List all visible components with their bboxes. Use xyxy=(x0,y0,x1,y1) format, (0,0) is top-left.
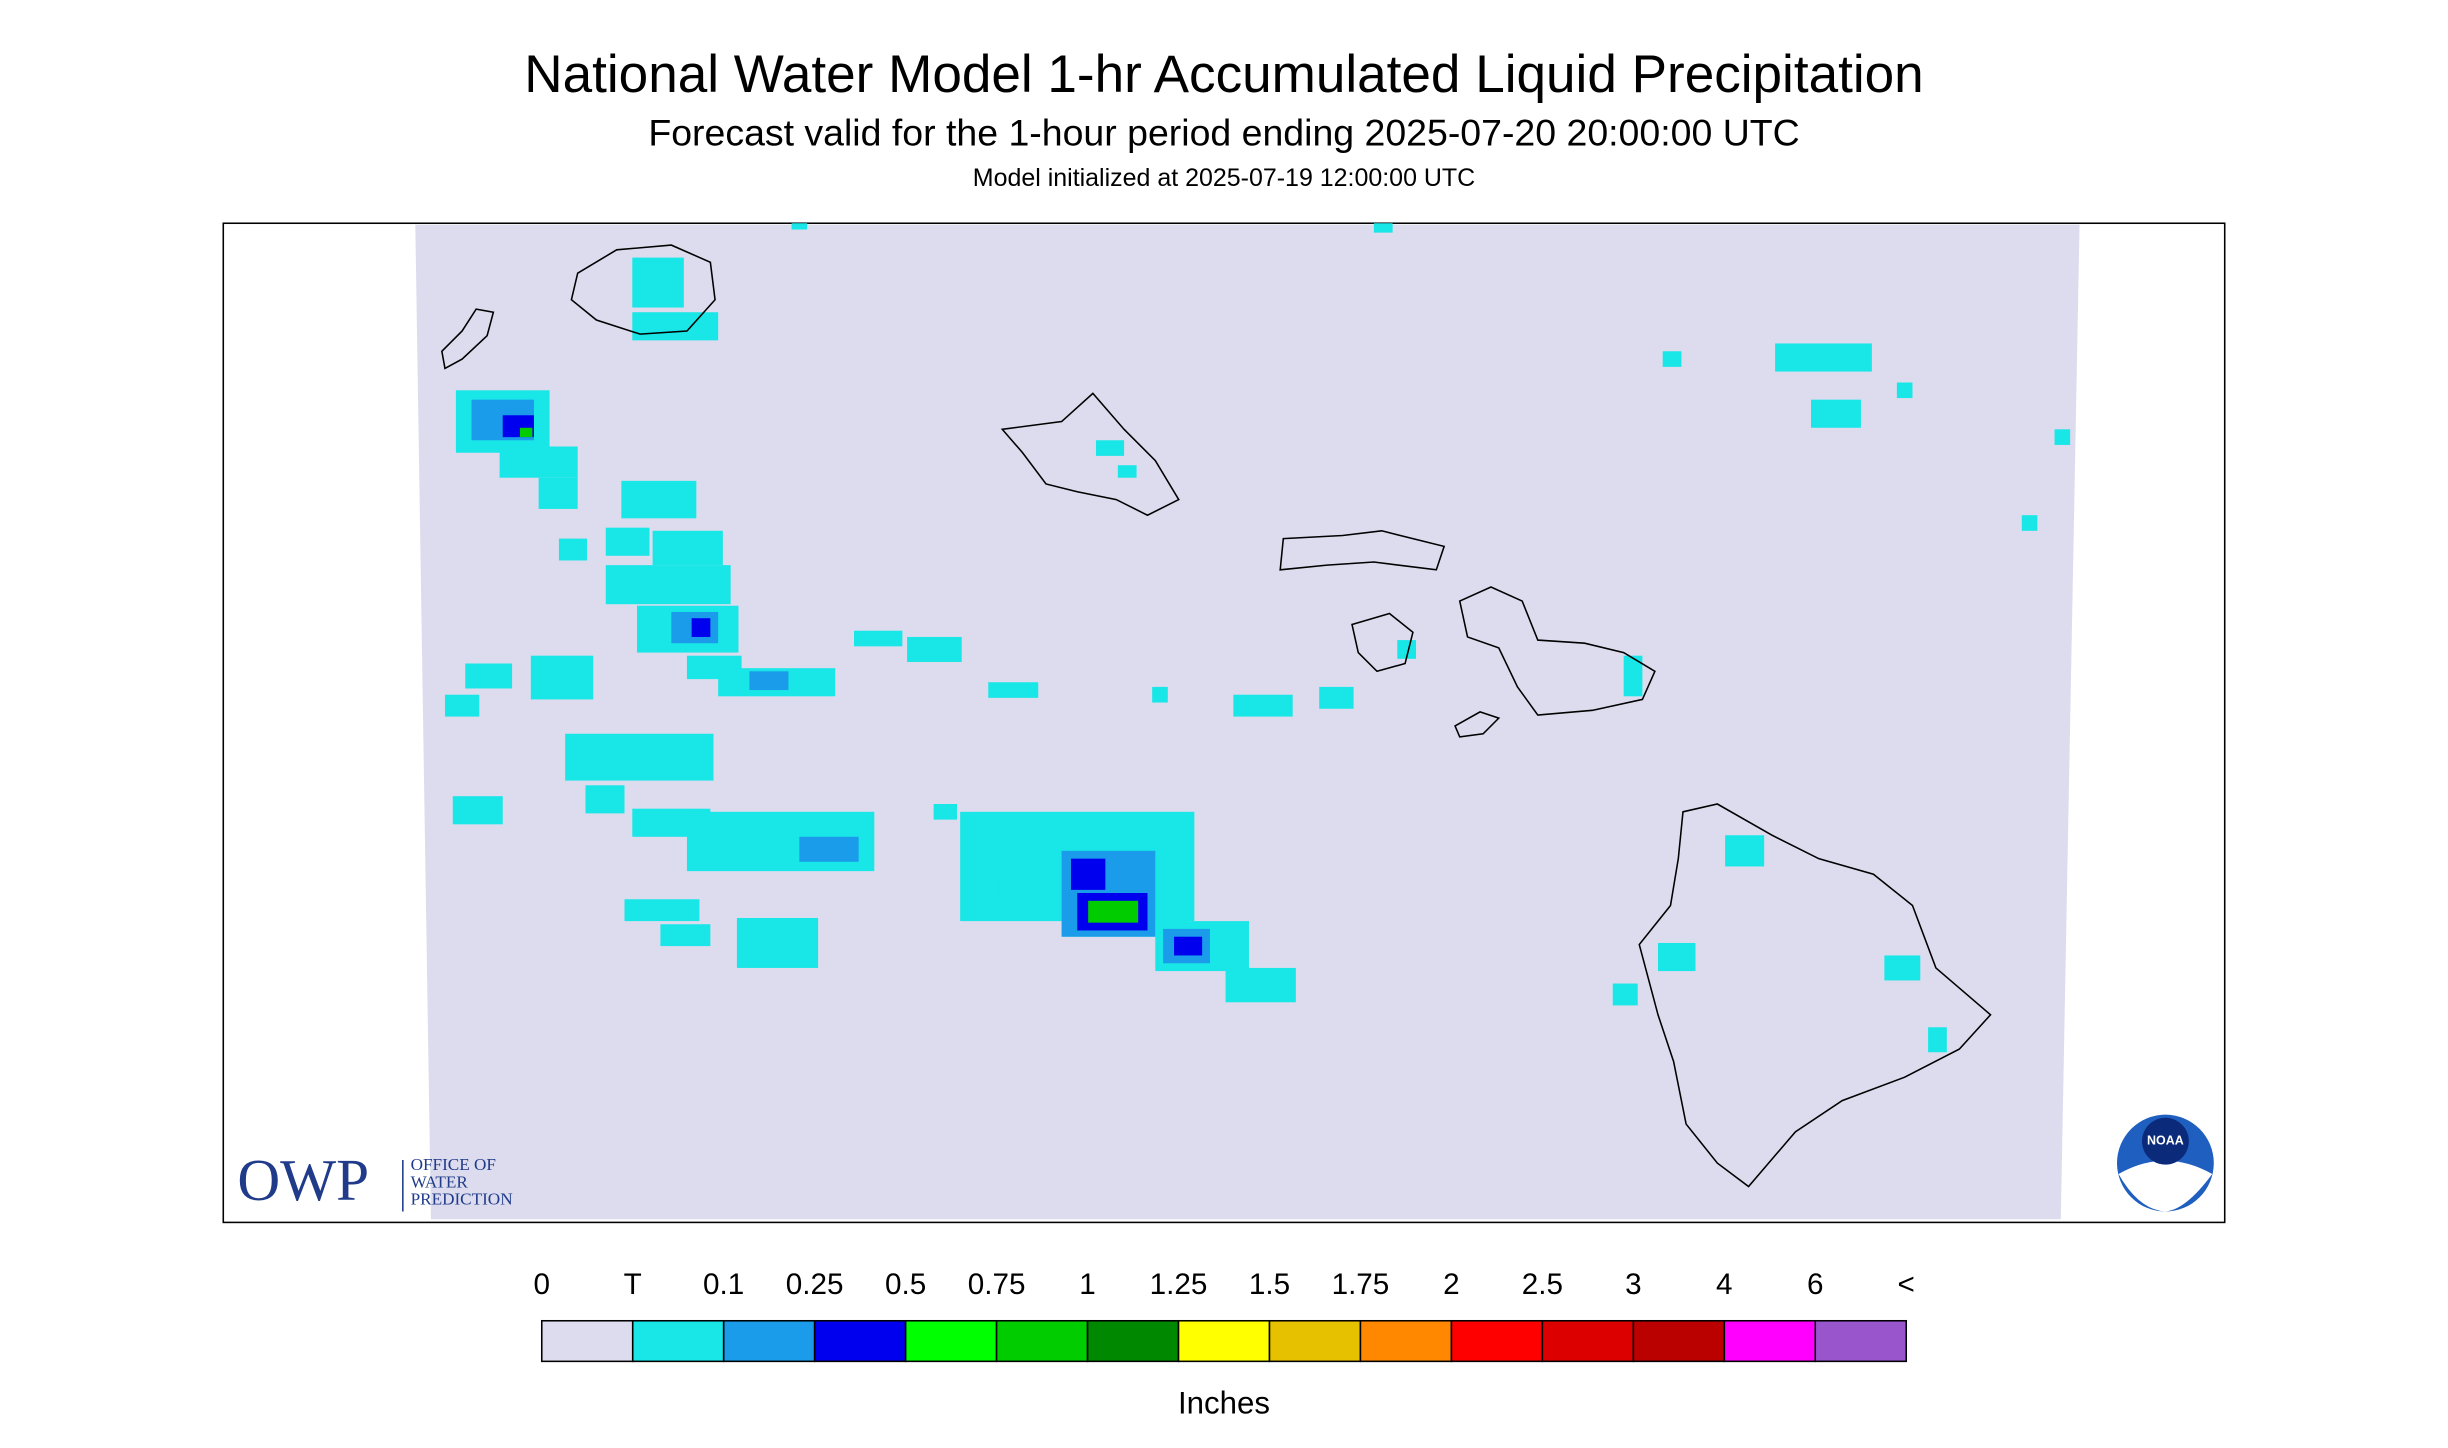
subtitle: Forecast valid for the 1-hour period end… xyxy=(648,112,1799,154)
owp-logo: OWP OFFICE OF WATER PREDICTION xyxy=(237,1147,512,1213)
legend-label: 1.5 xyxy=(1249,1268,1290,1301)
legend-label: 0 xyxy=(534,1268,551,1301)
precipitation xyxy=(444,223,2071,1053)
legend-swatch xyxy=(722,1319,816,1363)
legend-swatch xyxy=(1086,1319,1180,1363)
legend-label: < xyxy=(1898,1268,1915,1301)
legend-label: 4 xyxy=(1716,1268,1733,1301)
noaa-logo: NOAA xyxy=(2116,1114,2214,1212)
legend-label: 2 xyxy=(1443,1268,1460,1301)
legend: Inches 0 T 0.1 0.25 0.5 0.75 1 1.25 1.5 1.75 2 2.5 3… xyxy=(534,1268,1915,1420)
legend-swatch xyxy=(813,1319,907,1363)
legend-label: 6 xyxy=(1807,1268,1824,1301)
init-time: Model initialized at 2025-07-19 12:00:00… xyxy=(973,164,1475,192)
noaa-text: NOAA xyxy=(2147,1134,2184,1148)
legend-label: 0.25 xyxy=(786,1268,844,1301)
legend-label: T xyxy=(624,1268,642,1301)
legend-label: 0.75 xyxy=(968,1268,1026,1301)
legend-label: 0.1 xyxy=(703,1268,744,1301)
legend-label: 1.75 xyxy=(1332,1268,1390,1301)
owp-line: PREDICTION xyxy=(411,1189,513,1208)
coastlines xyxy=(441,244,1992,1188)
legend-swatch xyxy=(1814,1319,1908,1363)
legend-swatch xyxy=(1268,1319,1362,1363)
legend-swatch xyxy=(1177,1319,1271,1363)
owp-line: OFFICE OF xyxy=(411,1155,496,1174)
legend-swatch xyxy=(995,1319,1089,1363)
legend-label: 0.5 xyxy=(885,1268,926,1301)
legend-swatch xyxy=(631,1319,725,1363)
owp-line: WATER xyxy=(411,1172,469,1191)
legend-swatch xyxy=(1450,1319,1544,1363)
legend-swatch xyxy=(1632,1319,1726,1363)
legend-swatch xyxy=(904,1319,998,1363)
legend-swatch xyxy=(1541,1319,1635,1363)
owp-text: OWP xyxy=(237,1147,369,1213)
map: OWP OFFICE OF WATER PREDICTION NOAA xyxy=(222,222,2226,1224)
legend-label: 2.5 xyxy=(1522,1268,1563,1301)
legend-swatch xyxy=(1359,1319,1453,1363)
legend-swatch xyxy=(540,1319,634,1363)
legend-label: 3 xyxy=(1625,1268,1642,1301)
title: National Water Model 1-hr Accumulated Li… xyxy=(524,45,1923,104)
legend-unit: Inches xyxy=(1178,1385,1270,1420)
legend-label: 1 xyxy=(1079,1268,1096,1301)
legend-label: 1.25 xyxy=(1150,1268,1208,1301)
legend-swatch xyxy=(1723,1319,1817,1363)
